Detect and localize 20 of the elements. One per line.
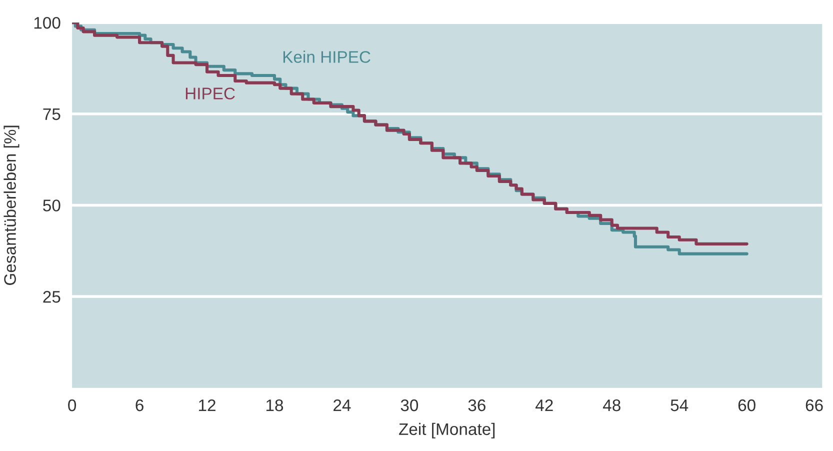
x-tick-label: 0 xyxy=(68,399,76,412)
x-tick-label: 30 xyxy=(400,399,418,412)
x-tick-label: 54 xyxy=(670,400,688,412)
x-tick-label: 36 xyxy=(468,399,486,412)
x-tick-label: 6 xyxy=(136,399,144,412)
series-label: HIPEC xyxy=(186,88,235,100)
y-tick-label: 75 xyxy=(43,108,60,120)
x-axis-title: Zeit [Monate] xyxy=(399,422,495,438)
x-tick-label: 42 xyxy=(536,399,553,412)
x-tick-label: 60 xyxy=(738,399,756,412)
x-tick-label: 18 xyxy=(266,399,284,412)
series-label: Kein HIPEC xyxy=(283,50,370,63)
y-tick-label: 100 xyxy=(34,16,60,29)
x-tick-label: 66 xyxy=(806,399,823,412)
x-tick-label: 24 xyxy=(334,399,351,412)
y-axis-title: Gesamtüberleben [%] xyxy=(4,126,20,285)
x-tick-label: 48 xyxy=(602,399,620,412)
y-tick-label: 25 xyxy=(43,290,60,303)
y-tick-label: 50 xyxy=(43,200,60,212)
x-tick-label: 12 xyxy=(199,399,216,412)
